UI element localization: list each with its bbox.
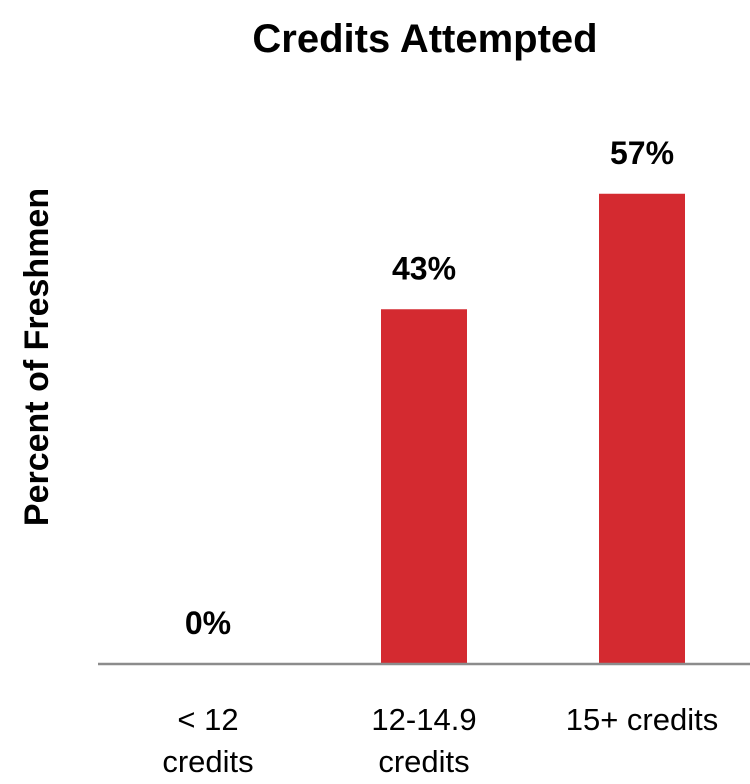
x-tick-label-1-line-0: 12-14.9 xyxy=(371,702,476,737)
data-labels-layer: 0% 43% 57% xyxy=(185,135,674,641)
x-tick-label-2-line-0: 15+ credits xyxy=(566,702,719,737)
x-tick-label-0-line-0: < 12 xyxy=(177,702,238,737)
y-axis-label: Percent of Freshmen xyxy=(18,188,56,526)
data-label-0: 0% xyxy=(185,605,231,641)
bar-1 xyxy=(381,309,467,664)
bars-layer xyxy=(381,193,685,664)
x-tick-labels-layer: < 12 credits 12-14.9 credits 15+ credits xyxy=(162,702,718,779)
data-label-1: 43% xyxy=(392,250,456,286)
chart-title: Credits Attempted xyxy=(252,17,597,61)
data-label-2: 57% xyxy=(610,135,674,171)
x-tick-label-0-line-1: credits xyxy=(162,744,253,779)
x-tick-label-1-line-1: credits xyxy=(378,744,469,779)
bar-2 xyxy=(599,193,685,664)
